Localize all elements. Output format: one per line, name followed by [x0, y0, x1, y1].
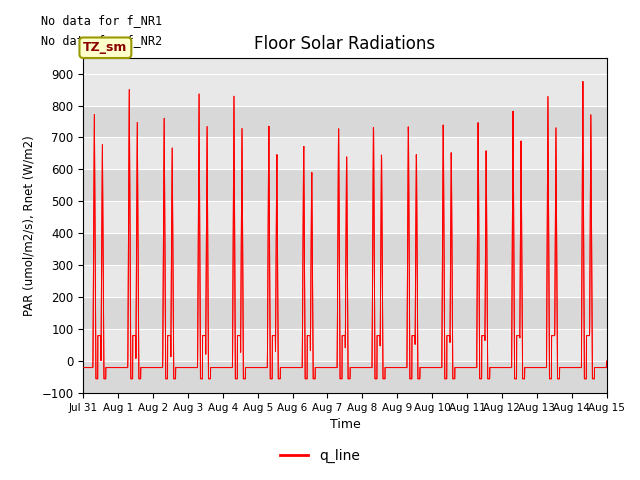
Bar — [83, 106, 607, 137]
Bar — [83, 73, 607, 106]
Bar — [83, 265, 607, 297]
Y-axis label: PAR (umol/m2/s), Rnet (W/m2): PAR (umol/m2/s), Rnet (W/m2) — [23, 135, 36, 316]
Bar — [83, 202, 607, 233]
Title: Floor Solar Radiations: Floor Solar Radiations — [254, 35, 435, 53]
Bar — [83, 233, 607, 265]
Text: No data for f_NR2: No data for f_NR2 — [42, 34, 163, 47]
Bar — [83, 137, 607, 169]
Text: TZ_sm: TZ_sm — [83, 41, 127, 54]
X-axis label: Time: Time — [330, 419, 360, 432]
Bar — [83, 361, 607, 393]
Legend: q_line: q_line — [275, 443, 365, 468]
Bar — [83, 169, 607, 202]
Bar — [83, 329, 607, 361]
Bar — [83, 297, 607, 329]
Text: No data for f_NR1: No data for f_NR1 — [42, 14, 163, 27]
